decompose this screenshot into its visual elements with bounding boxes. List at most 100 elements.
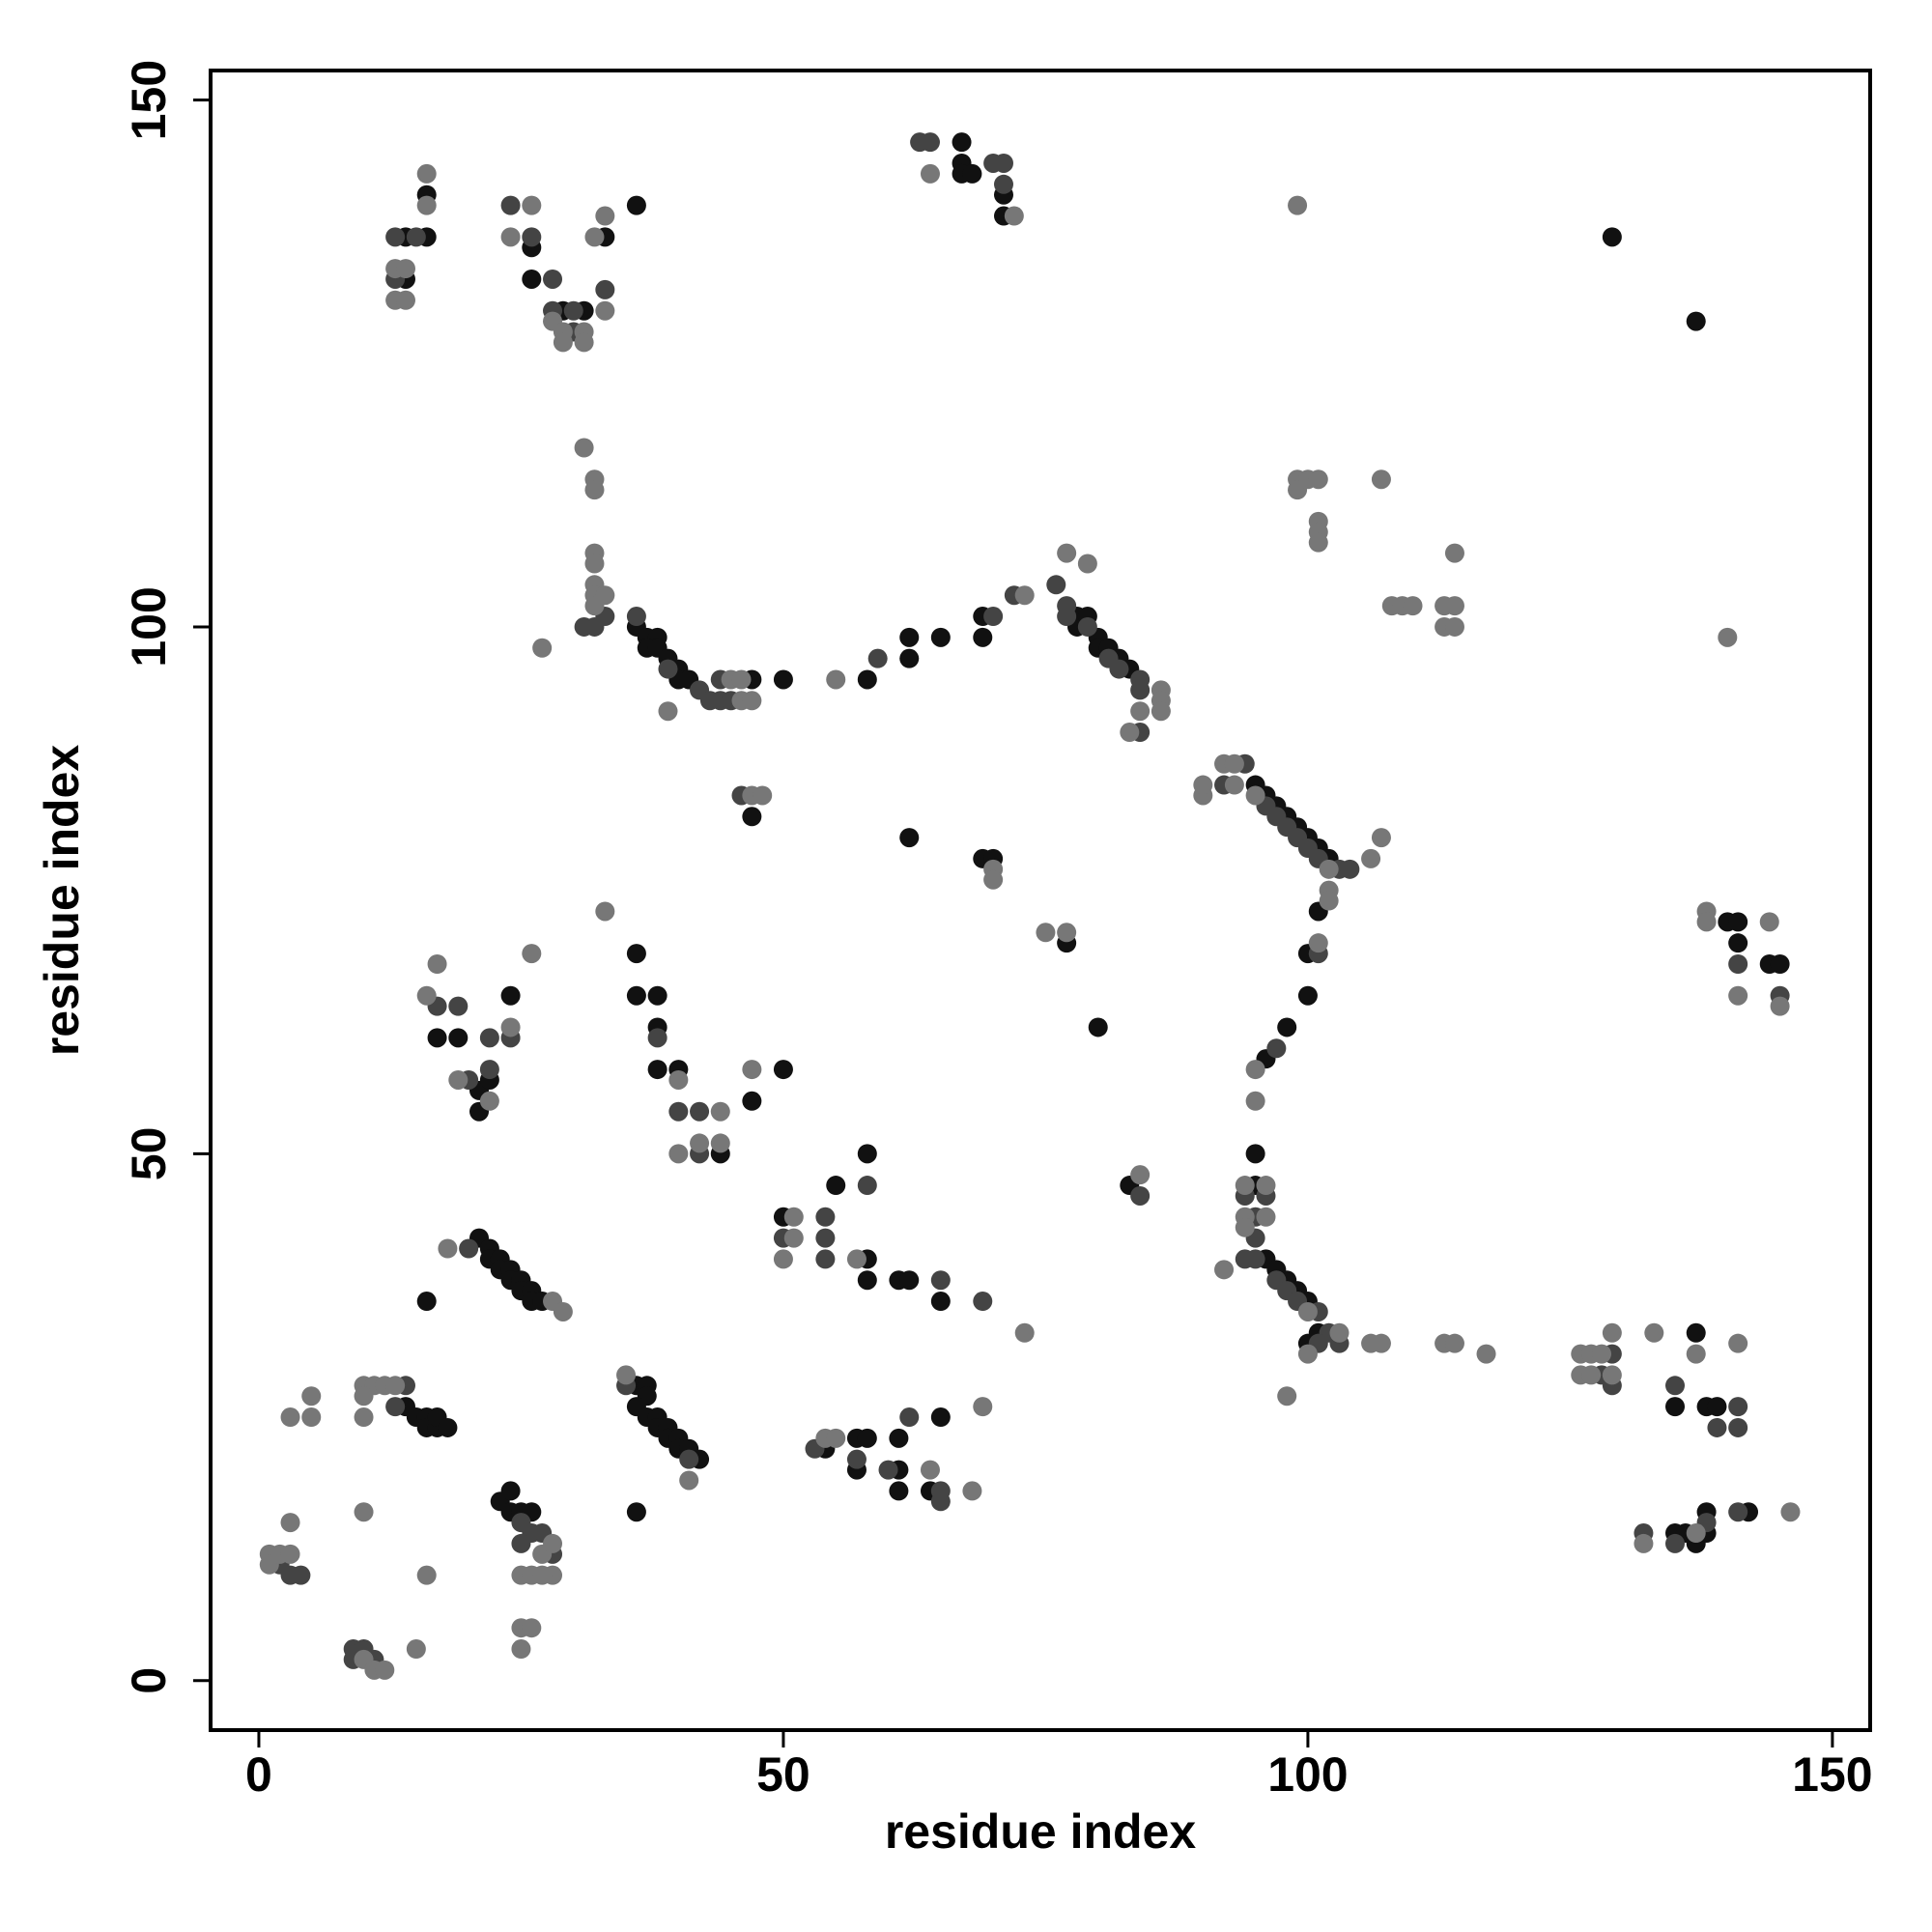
point [993, 174, 1013, 194]
point [574, 332, 594, 353]
point [553, 332, 573, 353]
point [479, 1060, 499, 1080]
point [301, 1407, 322, 1428]
point [500, 195, 521, 215]
point [1340, 859, 1360, 879]
point [1728, 1502, 1748, 1522]
point [742, 807, 762, 827]
point [658, 701, 678, 722]
point [1319, 891, 1339, 911]
point [1308, 532, 1328, 553]
point [500, 1481, 521, 1501]
point [1256, 1207, 1276, 1227]
point [826, 1176, 846, 1196]
point [1665, 1533, 1686, 1553]
point [1696, 912, 1717, 932]
point [647, 985, 668, 1006]
point [595, 300, 615, 321]
point [500, 227, 521, 247]
point [1444, 596, 1464, 616]
point [930, 1270, 951, 1291]
point [1665, 1397, 1686, 1417]
x-tick-label: 150 [1792, 1747, 1872, 1802]
point [742, 691, 762, 711]
point [1728, 912, 1748, 932]
point [899, 1270, 920, 1291]
point [710, 1133, 730, 1153]
point [280, 1407, 300, 1428]
point [438, 1238, 458, 1259]
point [395, 290, 415, 310]
point [857, 1270, 877, 1291]
point [1728, 933, 1748, 953]
point [438, 1417, 458, 1437]
point [826, 1428, 846, 1448]
point [783, 1228, 804, 1248]
point [500, 985, 521, 1006]
point [1235, 1176, 1255, 1196]
point [543, 1533, 563, 1553]
x-tick-label: 100 [1267, 1747, 1348, 1802]
point [920, 163, 940, 184]
point [500, 1017, 521, 1037]
point [647, 1060, 668, 1080]
point [1214, 1260, 1235, 1280]
point [1014, 585, 1035, 606]
point [1634, 1533, 1654, 1553]
point [1686, 311, 1706, 331]
point [1718, 627, 1738, 647]
point [899, 648, 920, 668]
point [574, 616, 594, 637]
point [595, 279, 615, 299]
point [1308, 469, 1328, 490]
point [1644, 1322, 1664, 1343]
x-tick-label: 50 [756, 1747, 810, 1802]
point [846, 1449, 867, 1469]
point [584, 554, 605, 574]
point [448, 996, 469, 1016]
point [1193, 775, 1213, 795]
point [1759, 912, 1779, 932]
point [1224, 775, 1244, 795]
point [626, 1502, 646, 1522]
point [1602, 227, 1622, 247]
point [1057, 543, 1077, 563]
point [385, 227, 406, 247]
point [899, 627, 920, 647]
point [595, 206, 615, 226]
point [1130, 1185, 1151, 1206]
point [1728, 953, 1748, 974]
point [522, 944, 542, 964]
point [448, 1028, 469, 1048]
point [1329, 1322, 1350, 1343]
point [1444, 1333, 1464, 1353]
point [1077, 616, 1097, 637]
point [973, 627, 993, 647]
point [522, 269, 542, 289]
point [1288, 195, 1308, 215]
point [479, 1091, 499, 1111]
point [668, 1069, 689, 1090]
point [647, 1028, 668, 1048]
point [459, 1238, 479, 1259]
point [563, 300, 583, 321]
point [1297, 1301, 1318, 1321]
point [301, 1386, 322, 1406]
y-tick-label: 50 [122, 1127, 176, 1181]
point [1707, 1397, 1727, 1417]
x-axis-title: residue index [885, 1804, 1197, 1859]
point [1602, 1365, 1622, 1385]
point [1476, 1344, 1496, 1364]
point [543, 269, 563, 289]
point [416, 163, 437, 184]
point [354, 1502, 374, 1522]
point [1245, 1144, 1265, 1164]
point [668, 1101, 689, 1122]
point [1077, 554, 1097, 574]
point [1444, 616, 1464, 637]
point [983, 869, 1004, 890]
point [815, 1207, 836, 1227]
point [773, 669, 793, 690]
point [690, 1101, 710, 1122]
